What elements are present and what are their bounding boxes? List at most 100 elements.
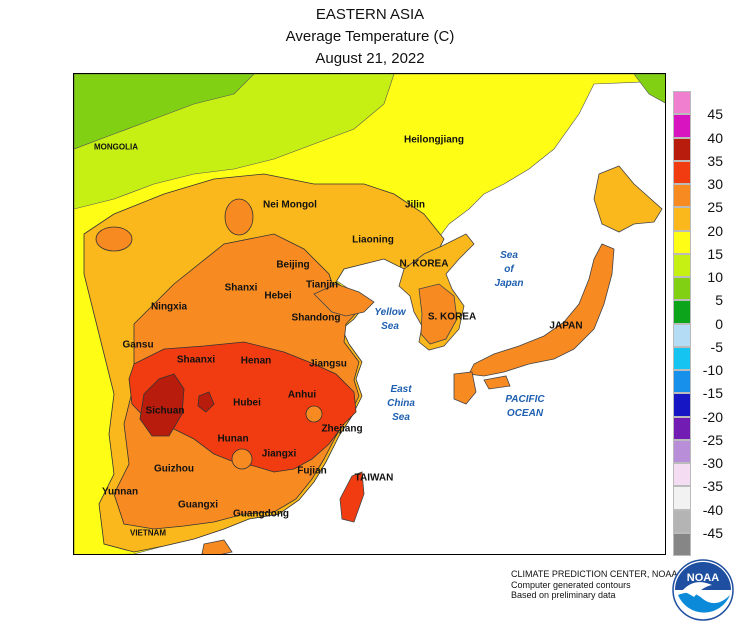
shandong-peninsula xyxy=(313,283,375,317)
label-jiangxi: Jiangxi xyxy=(261,448,297,460)
legend-swatch xyxy=(673,393,691,417)
yellow-sea-line1: Yellow xyxy=(374,307,406,318)
legend-swatch xyxy=(673,532,691,556)
label-vietnam: VIETNAM xyxy=(130,528,166,538)
legend-value-label: -30 xyxy=(702,455,723,471)
hainan-island xyxy=(201,539,233,554)
label-s-korea: S. KOREA xyxy=(427,311,477,323)
noaa-logo-bird xyxy=(682,582,712,597)
label-taiwan: TAIWAN xyxy=(354,472,394,484)
temperature-map: MONGOLIA Heilongjiang Nei Mongol Jilin L… xyxy=(73,73,666,555)
legend-value-label: -40 xyxy=(702,501,723,518)
label-jilin: Jilin xyxy=(404,199,426,211)
map-subtitle: Average Temperature (C) xyxy=(285,28,455,45)
taiwan-island xyxy=(339,471,365,523)
legend-value-label: -20 xyxy=(702,408,723,425)
label-hubei: Hubei xyxy=(233,397,261,409)
legend-value-label: 25 xyxy=(707,199,723,216)
legend-swatch xyxy=(673,160,691,184)
label-hunan: Hunan xyxy=(217,433,249,445)
yellow-sea-line2: Sea xyxy=(381,321,399,332)
japan-kyushu xyxy=(453,371,477,405)
pocket-west xyxy=(95,226,133,252)
legend-swatch xyxy=(673,486,691,510)
label-ningxia: Ningxia xyxy=(150,301,188,313)
legend-swatch xyxy=(673,346,691,370)
sea-of-japan-line3: Japan xyxy=(494,278,524,289)
legend-value-label: -35 xyxy=(702,478,723,495)
legend-value-label: -15 xyxy=(702,385,723,402)
noaa-logo-sky xyxy=(675,562,731,590)
label-nei-mongol: Nei Mongol xyxy=(263,199,317,211)
map-date: August 21, 2022 xyxy=(315,50,425,67)
korea-south-hot xyxy=(418,283,458,345)
label-japan: JAPAN xyxy=(549,320,583,332)
legend-value-label: -45 xyxy=(702,524,723,541)
legend-swatch xyxy=(673,416,691,440)
pacific-ocean-line2: OCEAN xyxy=(506,408,544,419)
pacific-ocean-line1: PACIFIC xyxy=(505,394,545,405)
legend-value-label: -25 xyxy=(702,431,723,448)
east-china-sea-line1: East xyxy=(390,384,412,395)
label-tianjin: Tianjin xyxy=(305,279,339,291)
legend-swatch xyxy=(673,463,691,487)
label-yunnan: Yunnan xyxy=(101,486,139,498)
label-anhui: Anhui xyxy=(287,389,317,401)
label-mongolia: MONGOLIA xyxy=(94,142,138,152)
band-40-45 xyxy=(139,373,185,437)
pocket-inner-mongolia xyxy=(224,198,254,236)
label-sea-of-japan: Sea of Japan xyxy=(495,249,524,291)
sea-of-japan-line1: Sea xyxy=(500,250,518,261)
credit-line-1: CLIMATE PREDICTION CENTER, NOAA xyxy=(511,569,678,579)
noaa-logo-wave xyxy=(678,592,730,613)
east-china-sea-line3: Sea xyxy=(392,412,410,423)
band-40-45-small xyxy=(197,391,215,413)
legend-value-label: 20 xyxy=(707,222,723,239)
legend-value-label: 15 xyxy=(707,245,723,262)
label-pacific-ocean: PACIFIC OCEAN xyxy=(505,393,544,421)
legend-value-label: 40 xyxy=(707,129,723,146)
label-yellow-sea: Yellow Sea xyxy=(374,306,405,334)
credit-line-2: Computer generated contours xyxy=(511,580,631,590)
label-beijing: Beijing xyxy=(276,259,310,271)
noaa-logo: NOAA xyxy=(672,559,734,621)
legend-value-label: 5 xyxy=(715,292,723,309)
legend-swatch xyxy=(673,509,691,533)
label-heilongjiang: Heilongjiang xyxy=(404,134,464,146)
label-guangdong: Guangdong xyxy=(232,508,290,520)
legend-swatch xyxy=(673,323,691,347)
legend-swatch xyxy=(673,91,691,115)
label-hebei: Hebei xyxy=(264,290,292,302)
japan-hokkaido xyxy=(593,165,663,233)
label-sichuan: Sichuan xyxy=(145,405,185,417)
label-liaoning: Liaoning xyxy=(352,234,394,246)
label-shaanxi: Shaanxi xyxy=(176,354,216,366)
legend-swatch xyxy=(673,253,691,277)
temperature-contour-map xyxy=(74,74,665,554)
band-5-10 xyxy=(74,74,255,150)
pocket-hunan xyxy=(231,448,253,470)
label-gansu: Gansu xyxy=(122,339,154,351)
legend-value-label: -10 xyxy=(702,362,723,378)
east-china-sea-line2: China xyxy=(387,398,415,409)
map-title: EASTERN ASIA xyxy=(315,6,425,23)
label-n-korea: N. KOREA xyxy=(399,258,449,270)
legend-value-label: -5 xyxy=(710,338,723,355)
credit-line-3: Based on preliminary data xyxy=(511,590,616,600)
label-shanxi: Shanxi xyxy=(224,282,258,294)
label-fujian: Fujian xyxy=(297,465,327,477)
label-henan: Henan xyxy=(240,355,272,367)
sea-of-japan-line2: of xyxy=(504,264,514,275)
legend-swatch xyxy=(673,114,691,138)
pocket-anhui xyxy=(305,405,323,423)
legend-swatch xyxy=(673,230,691,254)
legend-swatch xyxy=(673,370,691,394)
legend-swatch xyxy=(673,137,691,161)
legend-value-label: 30 xyxy=(707,176,723,192)
japan-shikoku xyxy=(483,375,511,390)
legend-value-label: 0 xyxy=(715,315,723,332)
label-guizhou: Guizhou xyxy=(154,463,194,475)
legend-swatch xyxy=(673,300,691,324)
legend-value-label: 10 xyxy=(707,269,723,285)
legend-value-label: 35 xyxy=(707,152,723,169)
